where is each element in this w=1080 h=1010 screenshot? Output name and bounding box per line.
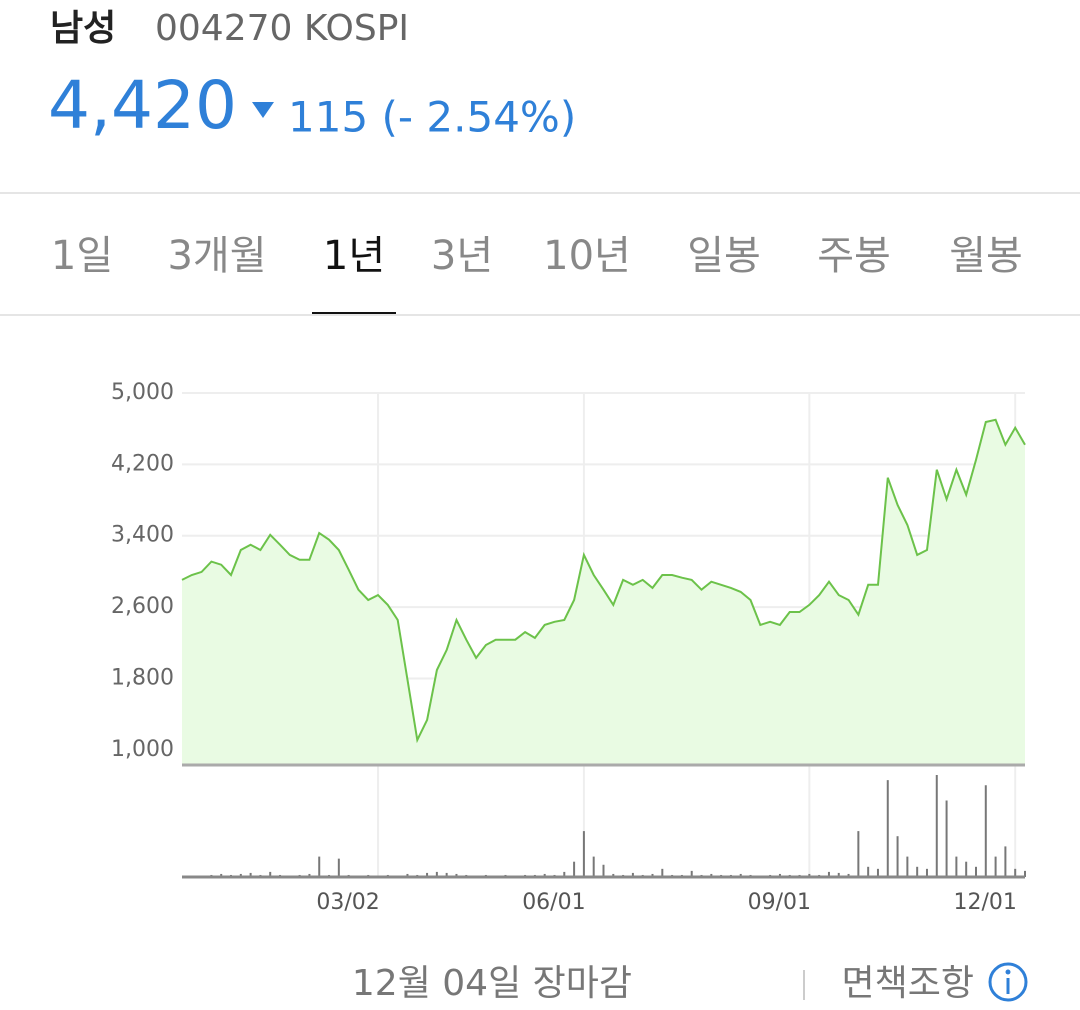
y-tick-label: 5,000	[111, 380, 174, 405]
tab[interactable]: 3개월	[167, 233, 266, 279]
area	[182, 419, 1025, 765]
y-tick-label: 3,400	[111, 523, 174, 548]
info-icon[interactable]	[988, 962, 1028, 1002]
market-status: 12월 04일 장마감	[352, 963, 632, 1004]
price: 4,420	[48, 67, 237, 144]
tab[interactable]: 10년	[543, 233, 631, 279]
disclaimer-link[interactable]: 면책조항	[842, 963, 974, 1004]
tab[interactable]: 1일	[51, 233, 113, 279]
price-change: 115 (- 2.54%)	[288, 93, 576, 142]
tab[interactable]: 일봉	[687, 233, 761, 279]
tab[interactable]: 1년	[323, 233, 385, 279]
tab-bar: 1일 3개월 1년 3년 10년 일봉 주봉 월봉	[51, 233, 1023, 315]
y-tick-label: 2,600	[111, 594, 174, 619]
tab[interactable]: 3년	[431, 233, 493, 279]
tab[interactable]: 월봉	[949, 233, 1023, 279]
tab-underline	[312, 312, 396, 315]
x-tick-label: 12/01	[953, 890, 1016, 915]
x-tick-label: 06/01	[522, 890, 585, 915]
y-tick-label: 1,000	[111, 737, 174, 762]
x-tick-label: 03/02	[316, 890, 379, 915]
price-line	[181, 418, 1026, 744]
down-arrow	[252, 102, 274, 118]
stock-name: 남성	[50, 8, 116, 49]
chart: 5,000 4,200 3,400 2,600 1,800 1,000 03/02 06/01…	[111, 380, 1026, 915]
y-tick-label: 1,800	[111, 665, 174, 690]
tab[interactable]: 주봉	[817, 233, 891, 279]
x-tick-label: 09/01	[748, 890, 811, 915]
stock-code: 004270 KOSPI	[155, 8, 409, 49]
y-tick-label: 4,200	[111, 451, 174, 476]
